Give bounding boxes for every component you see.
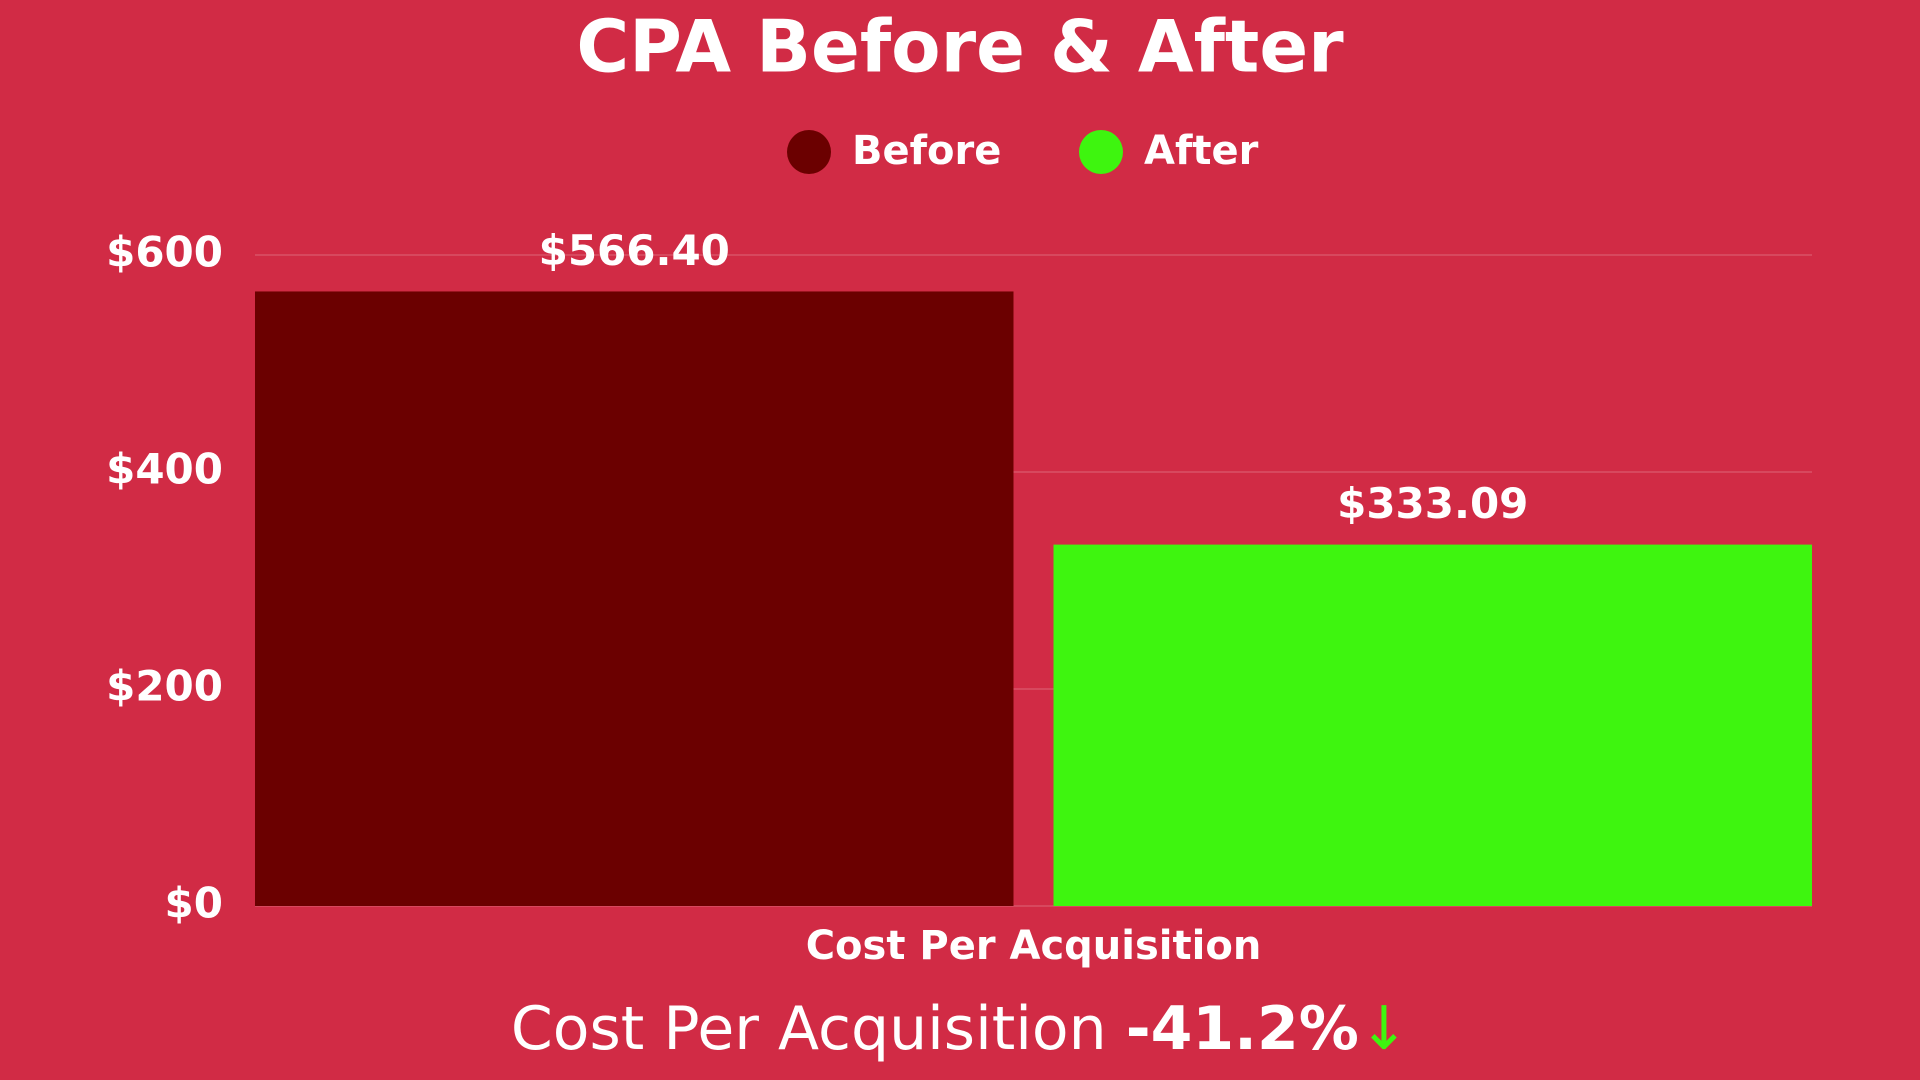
legend-marker bbox=[787, 130, 831, 174]
annotation-text: Cost Per Acquisition bbox=[511, 994, 1107, 1064]
bar bbox=[1053, 544, 1812, 906]
y-tick-label: $600 bbox=[106, 228, 223, 277]
bar bbox=[255, 291, 1014, 906]
annotation-change: -41.2% bbox=[1126, 994, 1359, 1064]
chart-title: CPA Before & After bbox=[576, 5, 1344, 89]
x-tick-label: Cost Per Acquisition bbox=[806, 923, 1262, 969]
y-tick-label: $400 bbox=[106, 445, 223, 494]
y-tick-label: $200 bbox=[106, 662, 223, 711]
value-label: $333.09 bbox=[1337, 479, 1528, 528]
annotation: Cost Per Acquisition -41.2%↓ bbox=[511, 994, 1409, 1064]
legend-label: After bbox=[1144, 128, 1259, 174]
value-label: $566.40 bbox=[539, 226, 730, 275]
legend-label: Before bbox=[852, 128, 1001, 174]
legend-marker bbox=[1079, 130, 1123, 174]
y-tick-label: $0 bbox=[165, 879, 223, 928]
annotation-arrow: ↓ bbox=[1359, 994, 1409, 1064]
